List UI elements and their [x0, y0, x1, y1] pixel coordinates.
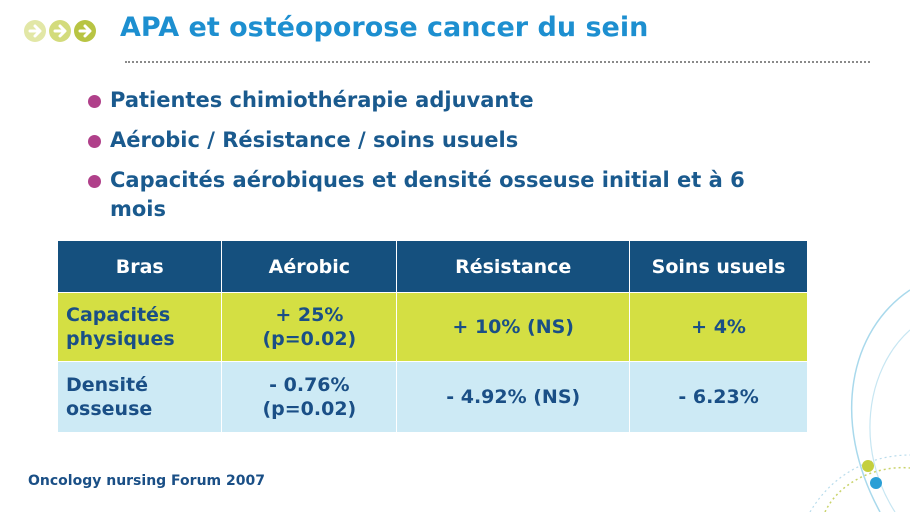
arrow-right-icon: [24, 20, 46, 42]
table-row: Capacités physiques + 25% (p=0.02) + 10%…: [58, 292, 808, 362]
arrow-right-icon: [49, 20, 71, 42]
bullet-item: Aérobic / Résistance / soins usuels: [86, 126, 800, 155]
bullet-dot-icon: [88, 95, 101, 108]
row-header-cell: Capacités physiques: [58, 292, 223, 362]
arrow-right-icon: [74, 20, 96, 42]
row-header-cell: Densité osseuse: [58, 361, 223, 432]
title-divider: [125, 61, 870, 63]
slide-title: APA et ostéoporose cancer du sein: [120, 12, 649, 43]
table-cell: + 10% (NS): [396, 292, 631, 362]
decorative-arcs: [809, 289, 910, 512]
bullet-text: Capacités aérobiques et densité osseuse …: [110, 168, 745, 221]
header-cell: Bras: [58, 241, 223, 293]
results-table: Bras Aérobic Résistance Soins usuels Cap…: [58, 241, 808, 432]
header-cell: Aérobic: [221, 241, 398, 293]
bullet-dot-icon: [88, 135, 101, 148]
decorative-dot-icon: [870, 477, 882, 489]
bullet-dot-icon: [88, 175, 101, 188]
table-row: Densité osseuse - 0.76% (p=0.02) - 4.92%…: [58, 361, 808, 432]
table-cell: + 4%: [629, 292, 808, 362]
title-arrows: [24, 20, 96, 42]
bullet-item: Capacités aérobiques et densité osseuse …: [86, 166, 800, 224]
bullet-item: Patientes chimiothérapie adjuvante: [86, 86, 800, 115]
bullet-list: Patientes chimiothérapie adjuvante Aérob…: [86, 86, 800, 235]
table-header-row: Bras Aérobic Résistance Soins usuels: [58, 241, 808, 293]
table-cell: - 4.92% (NS): [396, 361, 631, 432]
header-cell: Soins usuels: [629, 241, 808, 293]
table-cell: - 6.23%: [629, 361, 808, 432]
header-cell: Résistance: [396, 241, 631, 293]
source-footer: Oncology nursing Forum 2007: [28, 473, 265, 489]
bullet-text: Patientes chimiothérapie adjuvante: [110, 88, 534, 112]
table-cell: + 25% (p=0.02): [221, 292, 398, 362]
decorative-dot-icon: [862, 460, 874, 472]
table-cell: - 0.76% (p=0.02): [221, 361, 398, 432]
bullet-text: Aérobic / Résistance / soins usuels: [110, 128, 519, 152]
